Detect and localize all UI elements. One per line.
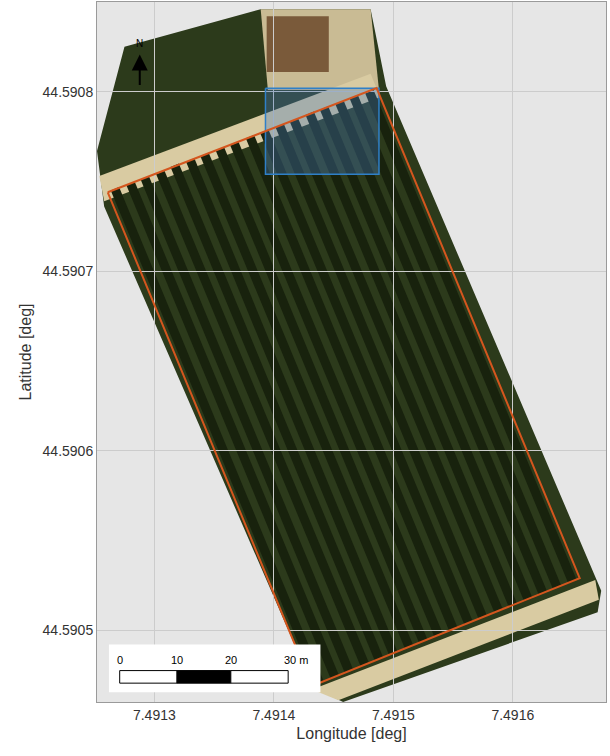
svg-text:30 m: 30 m [284, 654, 308, 666]
svg-text:7.4914: 7.4914 [252, 707, 295, 723]
svg-text:7.4913: 7.4913 [133, 707, 176, 723]
svg-text:0: 0 [117, 654, 123, 666]
svg-text:44.5906: 44.5906 [43, 443, 94, 459]
svg-text:7.4915: 7.4915 [372, 707, 415, 723]
svg-text:10: 10 [171, 654, 183, 666]
svg-text:Latitude [deg]: Latitude [deg] [17, 304, 34, 401]
svg-text:44.5908: 44.5908 [43, 84, 94, 100]
svg-text:Longitude [deg]: Longitude [deg] [296, 725, 406, 742]
svg-text:44.5905: 44.5905 [43, 622, 94, 638]
svg-text:44.5907: 44.5907 [43, 263, 94, 279]
svg-text:7.4916: 7.4916 [491, 707, 534, 723]
svg-text:20: 20 [225, 654, 237, 666]
svg-text:N: N [136, 38, 143, 49]
